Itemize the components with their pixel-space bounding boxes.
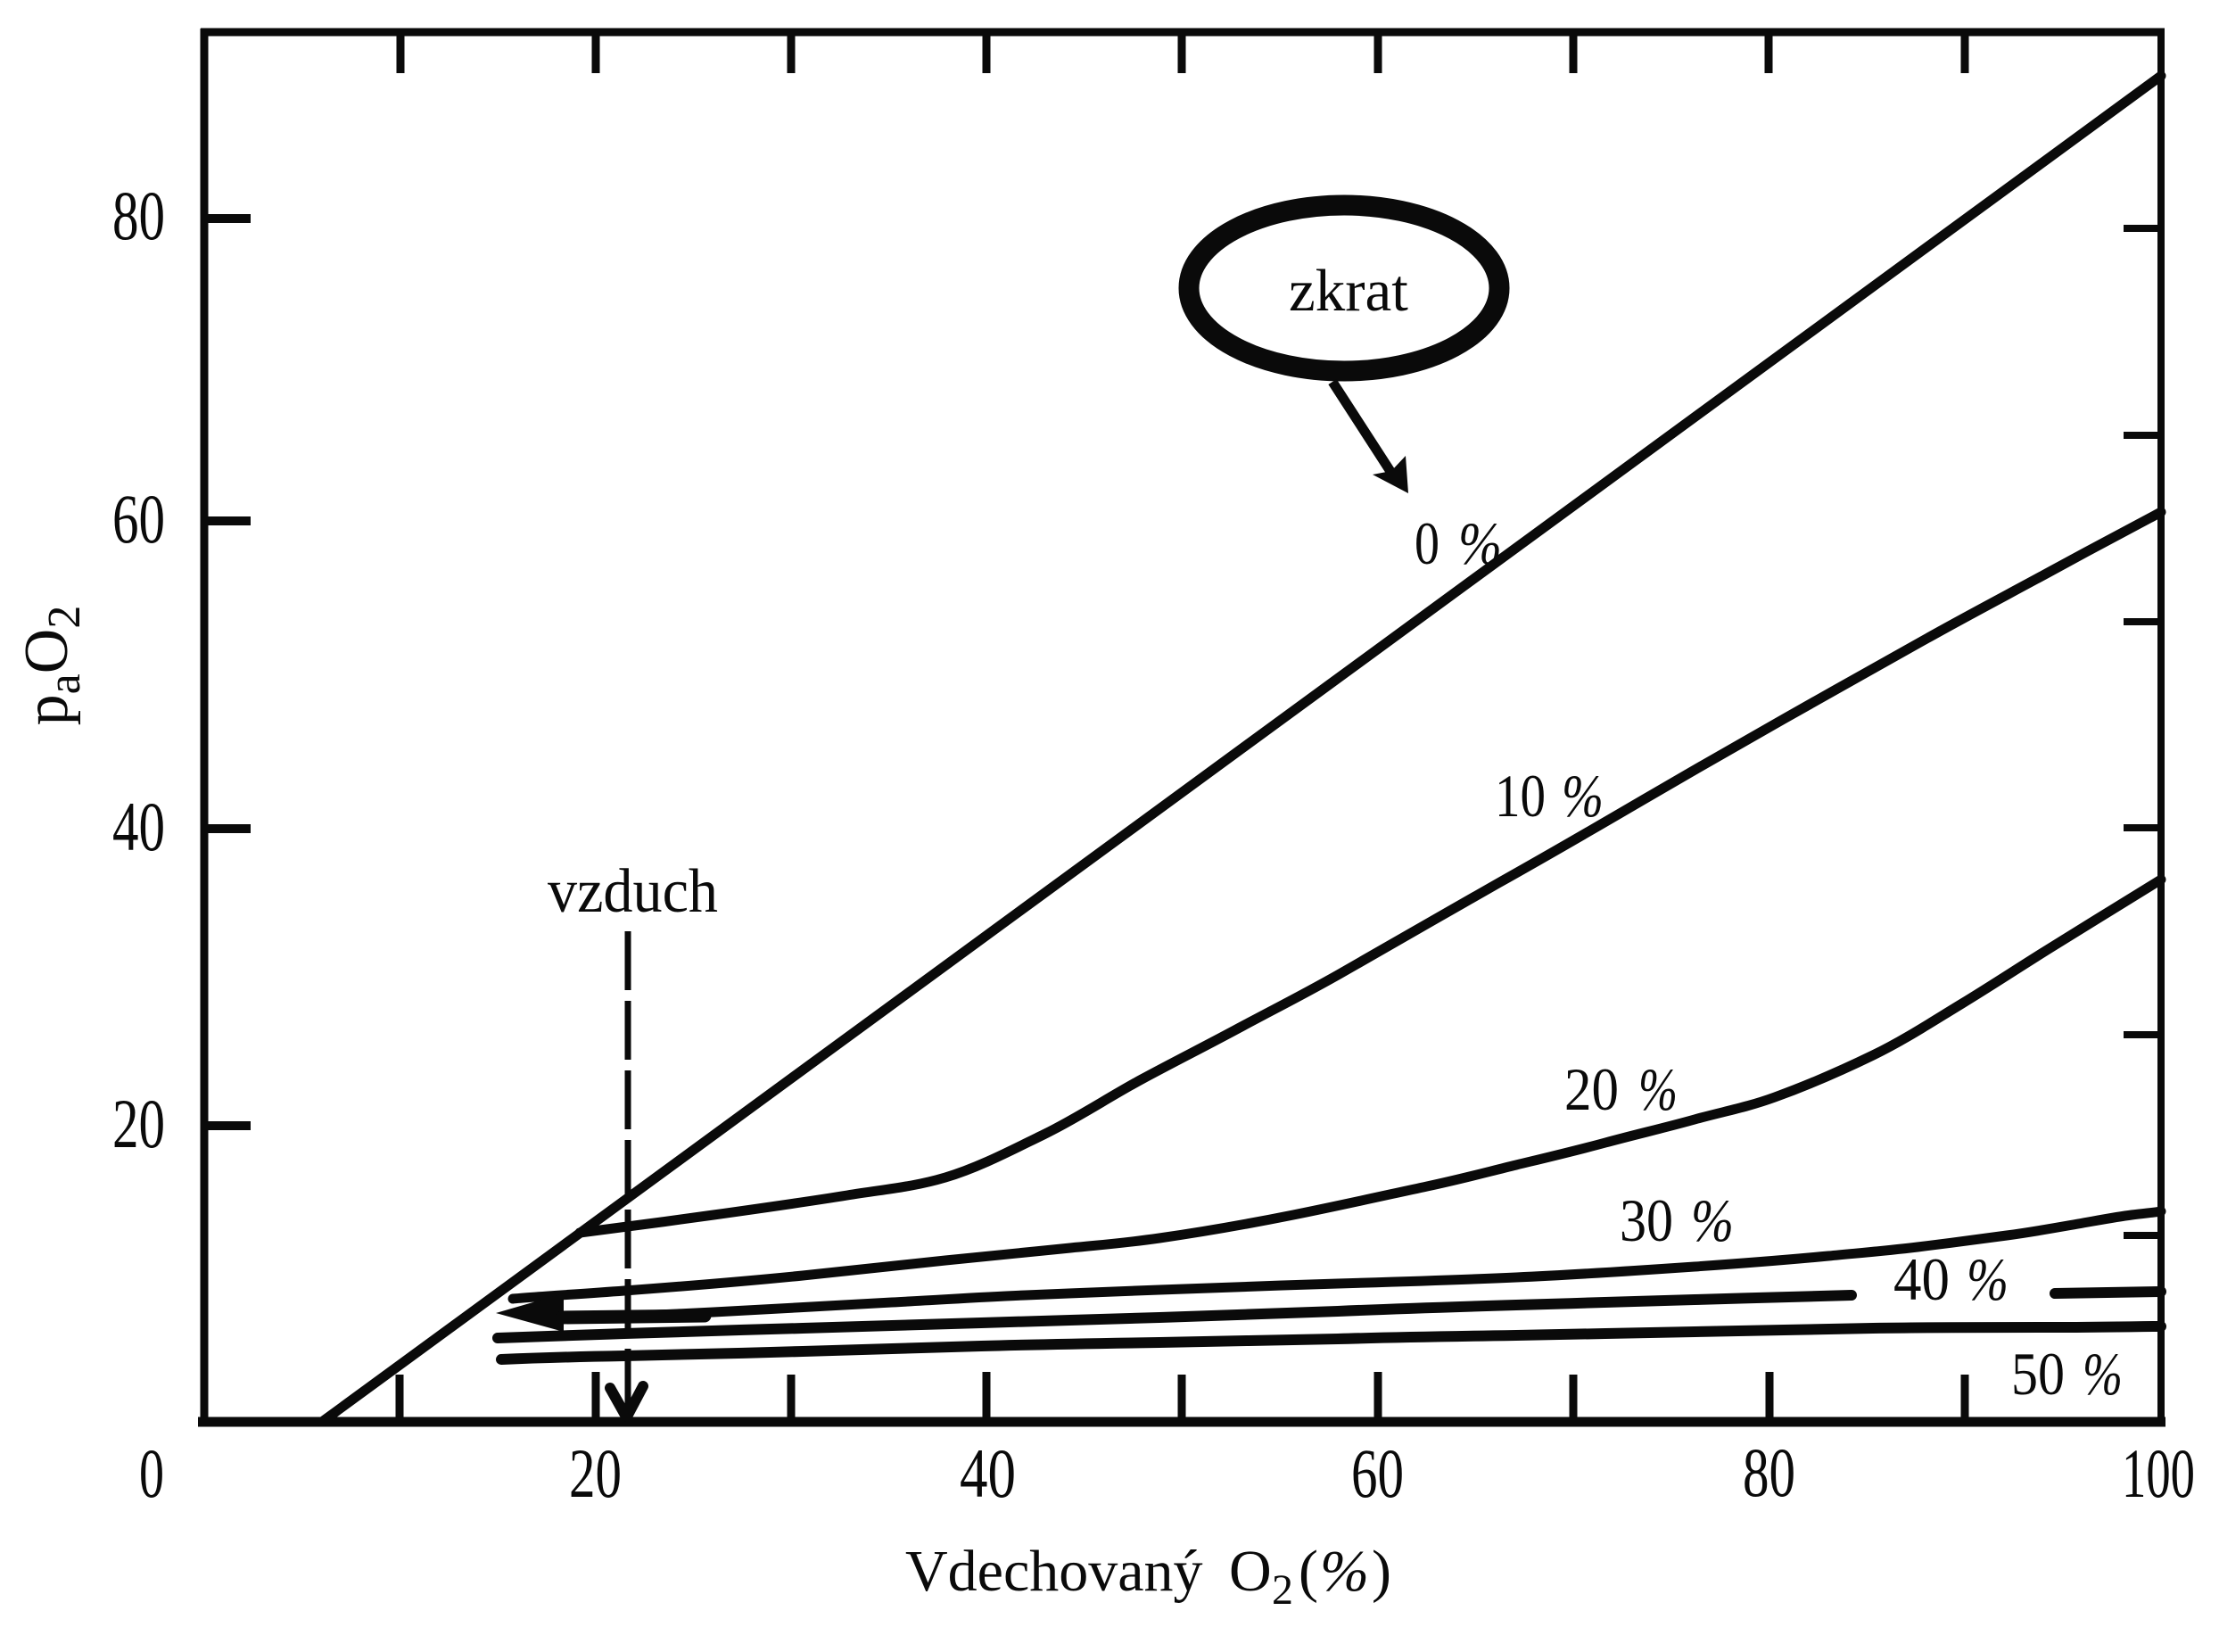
- svg-text:20: 20: [112, 1085, 165, 1162]
- svg-text:vzduch: vzduch: [548, 857, 718, 926]
- svg-text:%: %: [1320, 1539, 1369, 1604]
- svg-text:40: 40: [960, 1434, 1016, 1512]
- svg-text:100: 100: [2122, 1434, 2195, 1512]
- svg-text:60: 60: [1351, 1434, 1404, 1512]
- svg-text:%: %: [1638, 1055, 1678, 1123]
- svg-text:zkrat: zkrat: [1289, 258, 1408, 324]
- svg-text:%: %: [2083, 1340, 2123, 1408]
- svg-text:paO2: paO2: [12, 606, 90, 726]
- svg-text:20: 20: [569, 1434, 622, 1512]
- svg-text:20: 20: [1564, 1055, 1619, 1123]
- svg-text:40: 40: [112, 788, 165, 865]
- svg-text:0: 0: [139, 1434, 164, 1512]
- svg-text:30: 30: [1620, 1186, 1673, 1254]
- svg-text:10: 10: [1495, 762, 1546, 830]
- svg-text:%: %: [1691, 1186, 1734, 1254]
- svg-text:0: 0: [1415, 509, 1439, 577]
- svg-text:50: 50: [2011, 1340, 2065, 1408]
- svg-text:Vdechovaný: Vdechovaný: [905, 1539, 1203, 1604]
- svg-text:): ): [1372, 1539, 1391, 1604]
- svg-text:%: %: [1967, 1245, 2009, 1313]
- svg-text:2: 2: [1272, 1566, 1293, 1614]
- svg-text:%: %: [1458, 509, 1502, 577]
- svg-text:%: %: [1562, 762, 1604, 830]
- svg-text:40: 40: [1893, 1245, 1950, 1313]
- svg-text:60: 60: [112, 480, 165, 558]
- svg-text:O: O: [1229, 1539, 1272, 1604]
- svg-text:80: 80: [112, 177, 165, 254]
- svg-text:80: 80: [1743, 1433, 1795, 1511]
- svg-text:(: (: [1299, 1539, 1318, 1604]
